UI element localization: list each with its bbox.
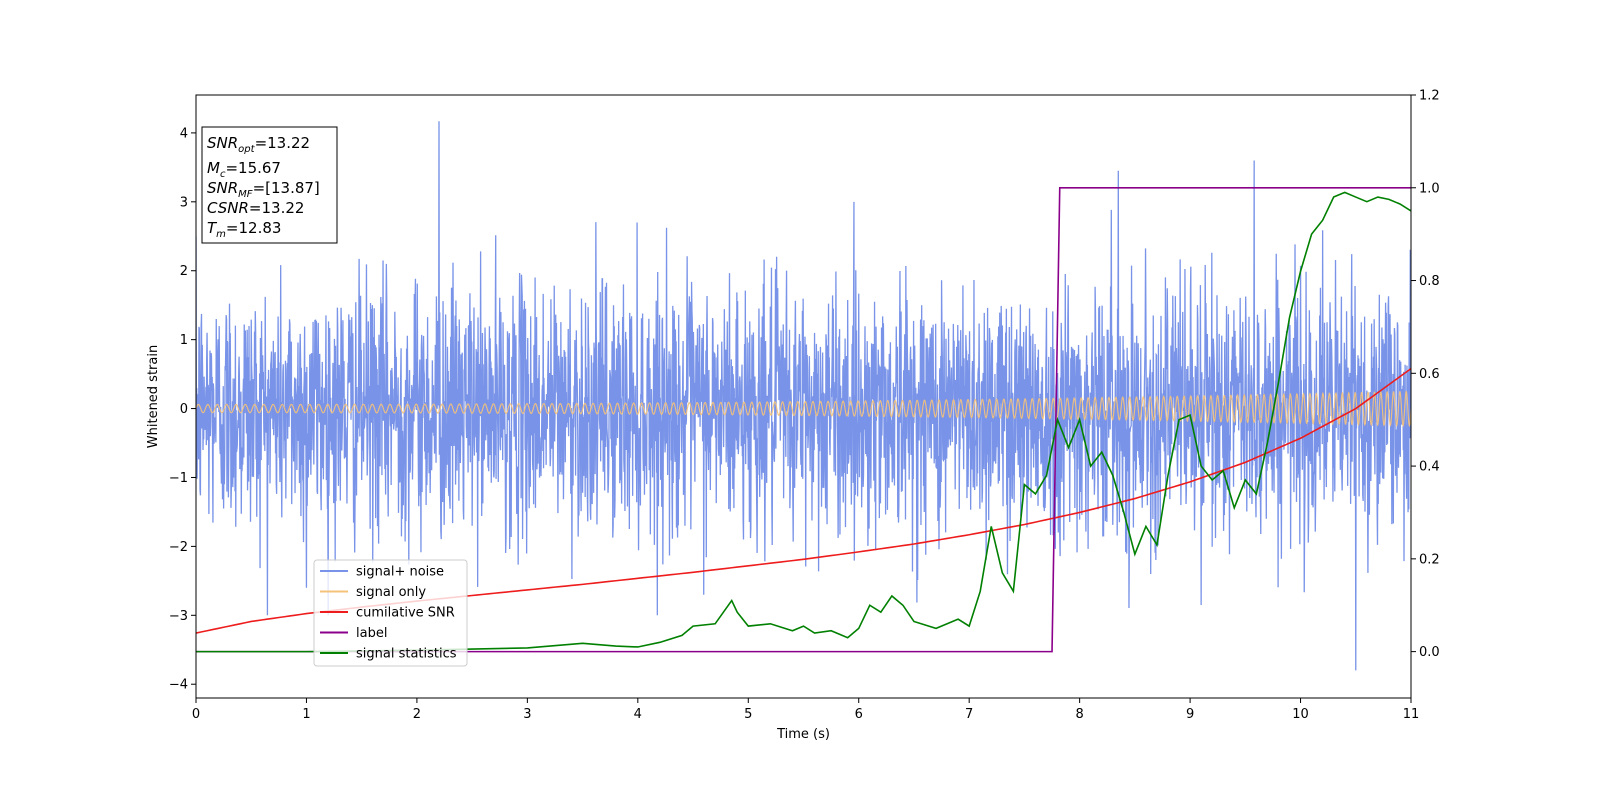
series-label bbox=[196, 186, 1411, 653]
x-tick-label: 8 bbox=[1075, 707, 1083, 722]
y2-tick-label: 0.0 bbox=[1419, 645, 1440, 660]
y2-tick-label: 0.8 bbox=[1419, 274, 1440, 289]
info-line-csnr: CSNR=13.22 bbox=[207, 199, 304, 217]
x-tick-label: 6 bbox=[855, 707, 863, 722]
x-axis-label: Time (s) bbox=[776, 727, 830, 742]
y-tick-label: 4 bbox=[180, 126, 188, 141]
plot-frame bbox=[195, 94, 1412, 699]
y2-tick-label: 1.2 bbox=[1419, 89, 1440, 104]
legend-label: signal only bbox=[356, 585, 426, 600]
y-tick-label: 1 bbox=[180, 333, 188, 348]
info-box-frame bbox=[201, 126, 338, 244]
x-tick-label: 7 bbox=[965, 707, 973, 722]
x-tick-label: 4 bbox=[634, 707, 642, 722]
y-tick-label: −4 bbox=[169, 678, 188, 693]
info-line-snr-mf: SNRMF=[13.87] bbox=[207, 179, 320, 200]
x-tick-label: 5 bbox=[744, 707, 752, 722]
y2-tick-label: 0.6 bbox=[1419, 367, 1440, 382]
x-tick-label: 9 bbox=[1186, 707, 1194, 722]
legend-frame bbox=[313, 559, 468, 667]
series-signal-statistics bbox=[196, 191, 1411, 653]
info-line-mc: Mc=15.67 bbox=[207, 159, 281, 180]
info-line-tm: Tm=12.83 bbox=[207, 219, 281, 240]
x-tick-label: 3 bbox=[523, 707, 531, 722]
legend-label: cumilative SNR bbox=[356, 606, 455, 621]
y-tick-label: −3 bbox=[169, 609, 188, 624]
y-tick-label: 2 bbox=[180, 264, 188, 279]
info-line-snr-opt: SNRopt=13.22 bbox=[207, 134, 310, 155]
legend-label: signal+ noise bbox=[356, 565, 444, 580]
x-tick-label: 0 bbox=[192, 707, 200, 722]
x-tick-label: 11 bbox=[1403, 707, 1420, 722]
x-tick-label: 10 bbox=[1292, 707, 1309, 722]
legend-label: label bbox=[356, 626, 387, 641]
info-box: SNRopt=13.22 Mc=15.67 SNRMF=[13.87] CSNR… bbox=[201, 126, 338, 244]
series-signal-only bbox=[196, 390, 1411, 428]
y-tick-label: 3 bbox=[180, 195, 188, 210]
x-tick-label: 1 bbox=[302, 707, 310, 722]
y-axis-label: Whitened strain bbox=[146, 345, 161, 448]
y2-tick-label: 0.2 bbox=[1419, 552, 1440, 567]
series-signal-noise bbox=[196, 121, 1411, 671]
legend: signal+ noise signal only cumilative SNR la… bbox=[313, 559, 468, 667]
y2-tick-label: 0.4 bbox=[1419, 460, 1440, 475]
y-tick-label: −2 bbox=[169, 540, 188, 555]
x-tick-label: 2 bbox=[413, 707, 421, 722]
y-tick-label: 0 bbox=[180, 402, 188, 417]
y2-tick-label: 1.0 bbox=[1419, 181, 1440, 196]
legend-label: signal statistics bbox=[356, 647, 457, 662]
y-tick-label: −1 bbox=[169, 471, 188, 486]
